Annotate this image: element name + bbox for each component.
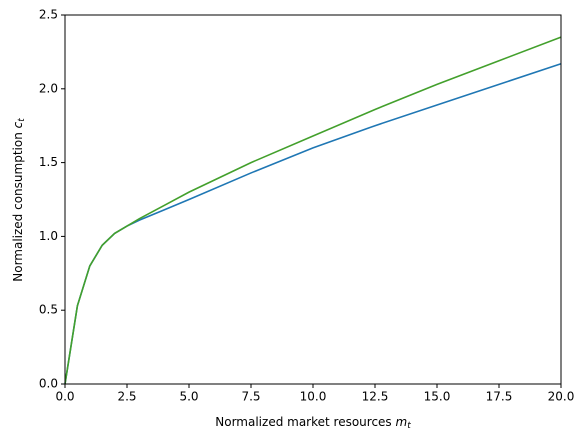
y-tick-label: 0.5 bbox=[39, 303, 58, 317]
x-tick-label: 17.5 bbox=[486, 390, 513, 404]
y-axis-label: Normalized consumption ct bbox=[11, 118, 27, 282]
y-tick-label: 0.0 bbox=[39, 377, 58, 391]
x-tick-label: 15.0 bbox=[424, 390, 451, 404]
x-axis-label: Normalized market resources mt bbox=[215, 415, 411, 431]
y-tick-label: 1.0 bbox=[39, 229, 58, 243]
x-axis-label-sub: t bbox=[407, 421, 411, 431]
x-tick-label: 2.5 bbox=[117, 390, 136, 404]
y-tick-label: 1.5 bbox=[39, 155, 58, 169]
y-tick-label: 2.0 bbox=[39, 81, 58, 95]
plot-frame bbox=[64, 14, 562, 385]
y-axis-label-text: Normalized consumption bbox=[11, 128, 25, 281]
series-line bbox=[64, 36, 562, 385]
x-axis-label-var: m bbox=[396, 415, 408, 429]
y-tick-label: 2.5 bbox=[39, 8, 58, 22]
x-tick-label: 7.5 bbox=[241, 390, 260, 404]
series-line bbox=[64, 62, 562, 385]
x-tick-label: 12.5 bbox=[362, 390, 389, 404]
x-tick-label: 0.0 bbox=[55, 390, 74, 404]
y-axis-label-sub: t bbox=[17, 118, 27, 122]
x-axis-label-text: Normalized market resources bbox=[215, 415, 395, 429]
x-tick-label: 20.0 bbox=[548, 390, 575, 404]
x-tick-label: 5.0 bbox=[179, 390, 198, 404]
y-axis-label-var: c bbox=[11, 121, 25, 128]
x-tick-label: 10.0 bbox=[300, 390, 327, 404]
